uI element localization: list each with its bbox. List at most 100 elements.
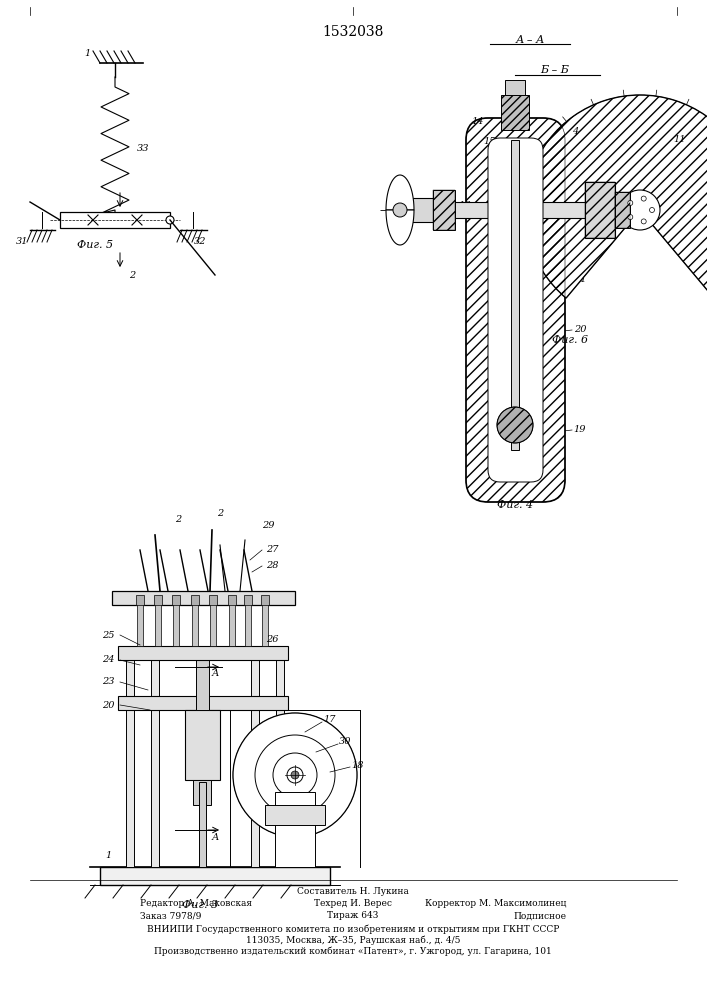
Text: 33: 33 — [136, 144, 149, 153]
Text: 2: 2 — [129, 270, 135, 279]
Circle shape — [497, 407, 533, 443]
Bar — [60, 212, 170, 228]
Circle shape — [255, 735, 335, 815]
Text: Производственно издательский комбинат «Патент», г. Ужгород, ул. Гагарина, 101: Производственно издательский комбинат «П… — [154, 946, 552, 956]
Text: 15: 15 — [484, 137, 496, 146]
Text: 11: 11 — [674, 135, 686, 144]
Text: Фиг. 5: Фиг. 5 — [77, 240, 113, 250]
Text: Составитель Н. Лукина: Составитель Н. Лукина — [297, 888, 409, 896]
Circle shape — [233, 713, 357, 837]
Text: Тираж 643: Тираж 643 — [327, 912, 379, 920]
Text: 17: 17 — [324, 716, 337, 724]
Circle shape — [628, 200, 633, 205]
Bar — [585, 182, 615, 238]
Circle shape — [641, 196, 646, 201]
FancyBboxPatch shape — [466, 118, 565, 502]
Text: 16: 16 — [459, 200, 472, 210]
Bar — [262, 604, 268, 646]
Circle shape — [287, 767, 303, 783]
Wedge shape — [525, 95, 707, 298]
Text: А: А — [211, 832, 218, 842]
Circle shape — [166, 216, 174, 224]
Bar — [185, 710, 220, 780]
Text: 1: 1 — [105, 850, 111, 859]
Text: Б – Б: Б – Б — [541, 65, 569, 75]
Text: Техред И. Верес: Техред И. Верес — [314, 900, 392, 908]
Text: 30: 30 — [339, 738, 351, 746]
Text: 21: 21 — [574, 275, 586, 284]
Text: Редактор А. Маковская: Редактор А. Маковская — [140, 900, 252, 908]
Bar — [210, 604, 216, 646]
Circle shape — [650, 208, 655, 213]
Bar — [585, 182, 615, 238]
Text: 2: 2 — [217, 508, 223, 518]
Text: Заказ 7978/9: Заказ 7978/9 — [140, 912, 201, 920]
Bar — [425, 202, 620, 218]
Bar — [136, 595, 144, 605]
Bar — [126, 657, 134, 867]
Bar — [191, 595, 199, 605]
Bar — [137, 604, 143, 646]
Text: 23: 23 — [574, 216, 586, 225]
Text: ВНИИПИ Государственного комитета по изобретениям и открытиям при ГКНТ СССР: ВНИИПИ Государственного комитета по изоб… — [147, 924, 559, 934]
Circle shape — [628, 215, 633, 220]
Text: 27: 27 — [266, 546, 279, 554]
Bar — [199, 782, 206, 867]
Bar — [118, 646, 288, 660]
Text: 22: 22 — [574, 155, 586, 164]
Text: 25: 25 — [102, 631, 115, 640]
Bar — [275, 792, 315, 867]
Polygon shape — [386, 175, 414, 210]
Bar — [245, 604, 251, 646]
Bar — [433, 190, 455, 230]
Bar — [112, 591, 295, 605]
Text: Подписное: Подписное — [513, 912, 566, 920]
Bar — [173, 604, 179, 646]
Text: 19: 19 — [574, 426, 586, 434]
Circle shape — [291, 771, 299, 779]
Text: Фиг. 3: Фиг. 3 — [182, 900, 218, 910]
Bar — [228, 595, 236, 605]
Bar — [229, 604, 235, 646]
Bar — [196, 660, 209, 710]
Bar — [410, 198, 435, 222]
FancyBboxPatch shape — [488, 138, 543, 482]
Text: 4: 4 — [572, 127, 578, 136]
Bar — [433, 190, 455, 230]
Text: А: А — [211, 670, 218, 678]
Text: 2: 2 — [175, 516, 181, 524]
Bar — [100, 867, 330, 885]
Circle shape — [641, 219, 646, 224]
Bar — [501, 95, 529, 130]
Text: 31: 31 — [16, 237, 28, 246]
Bar — [151, 657, 159, 867]
Text: 28: 28 — [266, 562, 279, 570]
Text: 26: 26 — [266, 636, 279, 645]
Circle shape — [393, 203, 407, 217]
Circle shape — [620, 190, 660, 230]
Text: 14: 14 — [472, 117, 484, 126]
Bar — [511, 140, 519, 450]
Text: Корректор М. Максимолинец: Корректор М. Максимолинец — [425, 900, 566, 908]
Text: 18: 18 — [352, 760, 364, 770]
Bar — [261, 595, 269, 605]
Bar — [154, 595, 162, 605]
Text: 113035, Москва, Ж–35, Раушская наб., д. 4/5: 113035, Москва, Ж–35, Раушская наб., д. … — [246, 935, 460, 945]
Text: Фиг. 4: Фиг. 4 — [497, 500, 533, 510]
Text: А – А: А – А — [515, 35, 544, 45]
Text: 23: 23 — [102, 678, 115, 686]
Bar — [276, 657, 284, 867]
Bar — [244, 595, 252, 605]
Text: Фиг. 6: Фиг. 6 — [552, 335, 588, 345]
Bar — [172, 595, 180, 605]
Bar — [615, 192, 630, 228]
Bar — [615, 192, 630, 228]
Bar — [193, 780, 211, 805]
Bar — [118, 696, 288, 710]
Text: 20: 20 — [102, 700, 115, 710]
Text: 32: 32 — [194, 237, 206, 246]
Bar — [251, 657, 259, 867]
Text: 1532038: 1532038 — [322, 25, 384, 39]
Bar — [209, 595, 217, 605]
Polygon shape — [386, 210, 414, 245]
